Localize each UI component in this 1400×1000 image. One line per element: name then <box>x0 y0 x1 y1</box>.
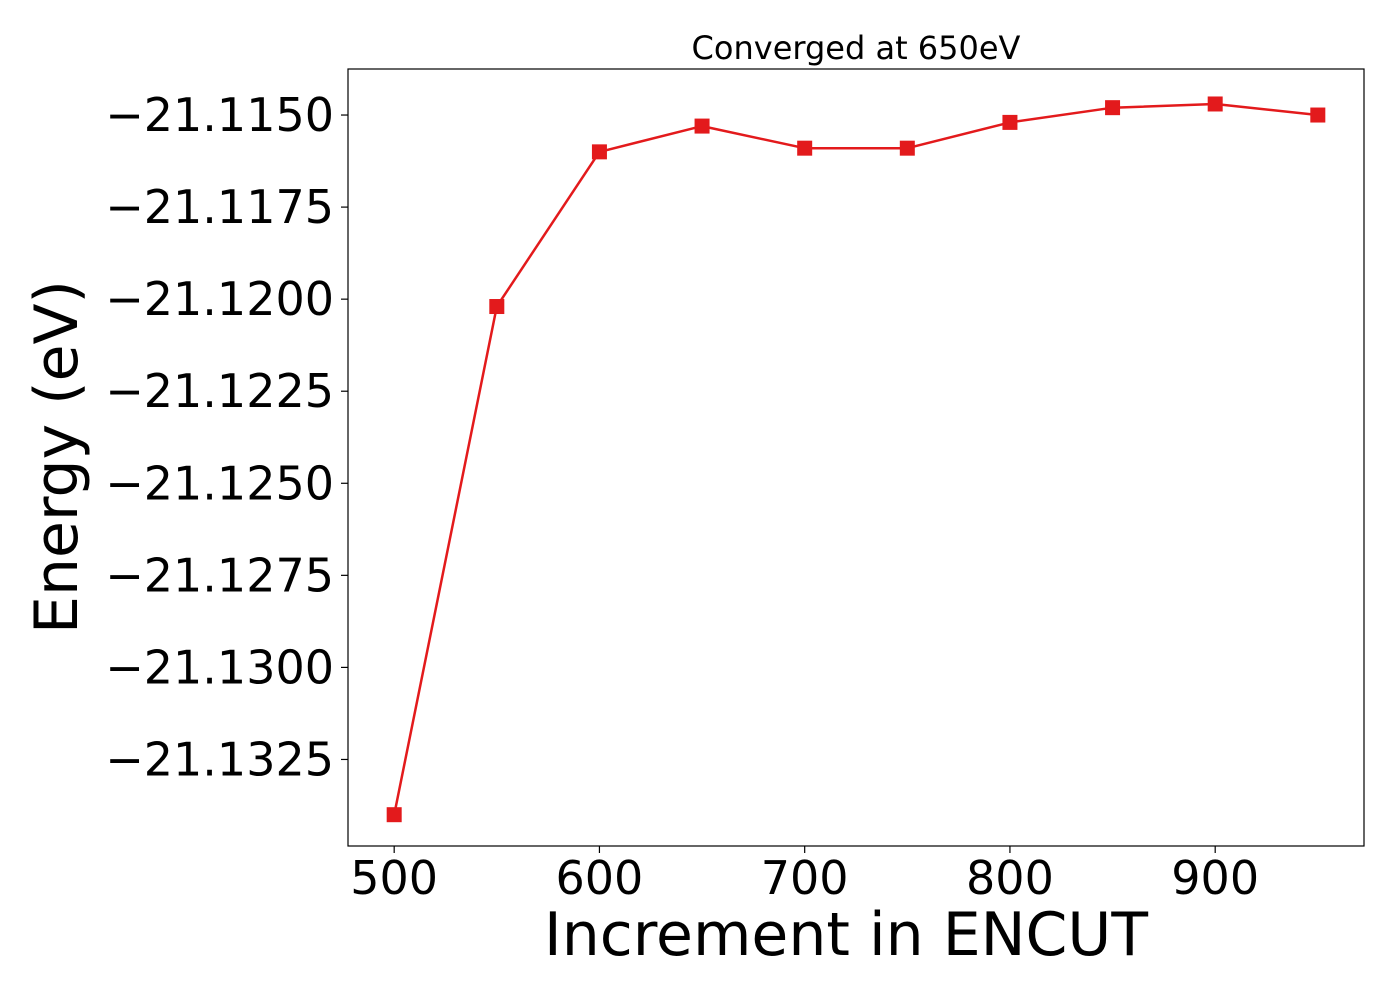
data-point-marker <box>489 299 505 315</box>
x-tick-label: 600 <box>556 851 644 905</box>
y-tick-label: −21.1275 <box>105 548 334 602</box>
y-tick-label: −21.1150 <box>105 88 334 142</box>
data-point-marker <box>797 140 813 156</box>
x-tick-label: 500 <box>350 851 438 905</box>
y-axis-label: Energy (eV) <box>22 280 92 634</box>
y-tick-label: −21.1250 <box>105 456 334 510</box>
x-tick-label: 800 <box>966 851 1054 905</box>
plot-area: 500 600 700 800 900 −21.1325 −21.1300 −21.1275 −… <box>105 68 1365 905</box>
data-point-marker <box>694 118 710 134</box>
y-tick-label: −21.1325 <box>105 732 334 786</box>
y-tick-label: −21.1200 <box>105 272 334 326</box>
x-tick-label: 900 <box>1171 851 1259 905</box>
series-line <box>392 102 1318 815</box>
y-tick-label: −21.1225 <box>105 364 334 418</box>
x-axis-label: Increment in ENCUT <box>544 900 1148 970</box>
data-point-marker <box>1105 100 1121 116</box>
chart-title: Converged at 650eV <box>692 29 1021 67</box>
y-tick-label: −21.1175 <box>105 180 334 234</box>
data-point-marker <box>591 144 607 160</box>
data-point-marker <box>1002 114 1018 130</box>
data-point-marker <box>386 807 402 823</box>
plot-frame <box>347 68 1365 847</box>
x-tick-label: 700 <box>761 851 849 905</box>
data-point-marker <box>1207 96 1223 112</box>
data-point-marker <box>899 140 915 156</box>
y-tick-label: −21.1300 <box>105 640 334 694</box>
data-point-marker <box>1310 107 1326 123</box>
